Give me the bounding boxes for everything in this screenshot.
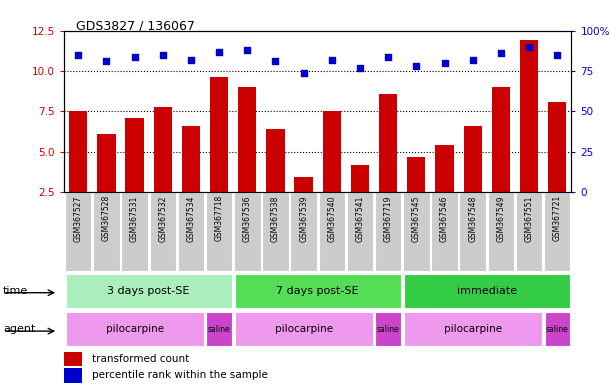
Bar <box>97 134 115 192</box>
Text: pilocarpine: pilocarpine <box>444 324 502 334</box>
Bar <box>69 111 87 192</box>
Bar <box>207 313 232 346</box>
Bar <box>548 102 566 192</box>
Point <box>411 63 421 69</box>
Text: GSM367540: GSM367540 <box>327 195 336 242</box>
Point <box>101 58 111 65</box>
Bar <box>403 192 430 271</box>
Bar <box>520 40 538 192</box>
Text: GSM367527: GSM367527 <box>74 195 82 242</box>
Bar <box>464 126 482 192</box>
Text: GSM367548: GSM367548 <box>468 195 477 242</box>
Bar <box>431 192 458 271</box>
Bar <box>93 192 120 271</box>
Point <box>243 47 252 53</box>
Bar <box>210 78 229 192</box>
Text: GSM367546: GSM367546 <box>440 195 449 242</box>
Bar <box>436 145 453 192</box>
Text: GSM367531: GSM367531 <box>130 195 139 242</box>
Point <box>468 57 478 63</box>
Bar <box>404 313 542 346</box>
Bar <box>153 106 172 192</box>
Bar <box>65 313 203 346</box>
Text: GSM367528: GSM367528 <box>102 195 111 242</box>
Bar <box>235 274 401 308</box>
Text: GSM367719: GSM367719 <box>384 195 393 242</box>
Bar <box>64 368 82 382</box>
Text: GDS3827 / 136067: GDS3827 / 136067 <box>76 19 196 32</box>
Text: saline: saline <box>546 325 569 334</box>
Bar <box>323 111 341 192</box>
Bar <box>125 118 144 192</box>
Text: time: time <box>3 286 28 296</box>
Text: GSM367532: GSM367532 <box>158 195 167 242</box>
Text: 3 days post-SE: 3 days post-SE <box>108 286 190 296</box>
Bar <box>544 192 571 271</box>
Bar <box>266 129 285 192</box>
Bar <box>492 87 510 192</box>
Bar <box>295 177 313 192</box>
Text: transformed count: transformed count <box>92 354 189 364</box>
Point <box>524 44 534 50</box>
Text: GSM367536: GSM367536 <box>243 195 252 242</box>
Point <box>383 53 393 60</box>
Bar <box>235 313 373 346</box>
Bar <box>318 192 345 271</box>
Bar <box>376 313 401 346</box>
Text: percentile rank within the sample: percentile rank within the sample <box>92 370 268 381</box>
Text: GSM367549: GSM367549 <box>496 195 505 242</box>
Bar <box>65 274 232 308</box>
Bar <box>351 165 369 192</box>
Text: immediate: immediate <box>456 286 517 296</box>
Point <box>355 65 365 71</box>
Bar <box>150 192 176 271</box>
Point <box>130 53 139 60</box>
Text: 7 days post-SE: 7 days post-SE <box>276 286 359 296</box>
Text: pilocarpine: pilocarpine <box>106 324 164 334</box>
Point <box>299 70 309 76</box>
Point <box>496 50 506 56</box>
Text: saline: saline <box>208 325 230 334</box>
Text: GSM367539: GSM367539 <box>299 195 308 242</box>
Bar <box>65 192 92 271</box>
Point <box>214 49 224 55</box>
Bar <box>404 274 570 308</box>
Text: GSM367718: GSM367718 <box>214 195 224 242</box>
Bar <box>182 126 200 192</box>
Bar <box>262 192 289 271</box>
Text: pilocarpine: pilocarpine <box>274 324 333 334</box>
Bar <box>122 192 148 271</box>
Text: GSM367541: GSM367541 <box>356 195 365 242</box>
Point <box>158 52 167 58</box>
Text: GSM367538: GSM367538 <box>271 195 280 242</box>
Text: agent: agent <box>3 324 35 334</box>
Text: saline: saline <box>377 325 400 334</box>
Point <box>271 58 280 65</box>
Bar <box>64 351 82 366</box>
Text: GSM367551: GSM367551 <box>524 195 533 242</box>
Point <box>73 52 83 58</box>
Bar <box>488 192 514 271</box>
Text: GSM367721: GSM367721 <box>553 195 562 242</box>
Bar <box>516 192 543 271</box>
Bar <box>290 192 317 271</box>
Bar <box>375 192 401 271</box>
Bar <box>379 94 397 192</box>
Text: GSM367534: GSM367534 <box>186 195 196 242</box>
Bar <box>206 192 232 271</box>
Bar <box>407 157 425 192</box>
Point <box>327 57 337 63</box>
Bar <box>234 192 260 271</box>
Point <box>440 60 450 66</box>
Point <box>552 52 562 58</box>
Point <box>186 57 196 63</box>
Bar <box>178 192 204 271</box>
Bar <box>459 192 486 271</box>
Bar <box>346 192 373 271</box>
Bar <box>544 313 570 346</box>
Bar <box>238 87 257 192</box>
Text: GSM367545: GSM367545 <box>412 195 421 242</box>
